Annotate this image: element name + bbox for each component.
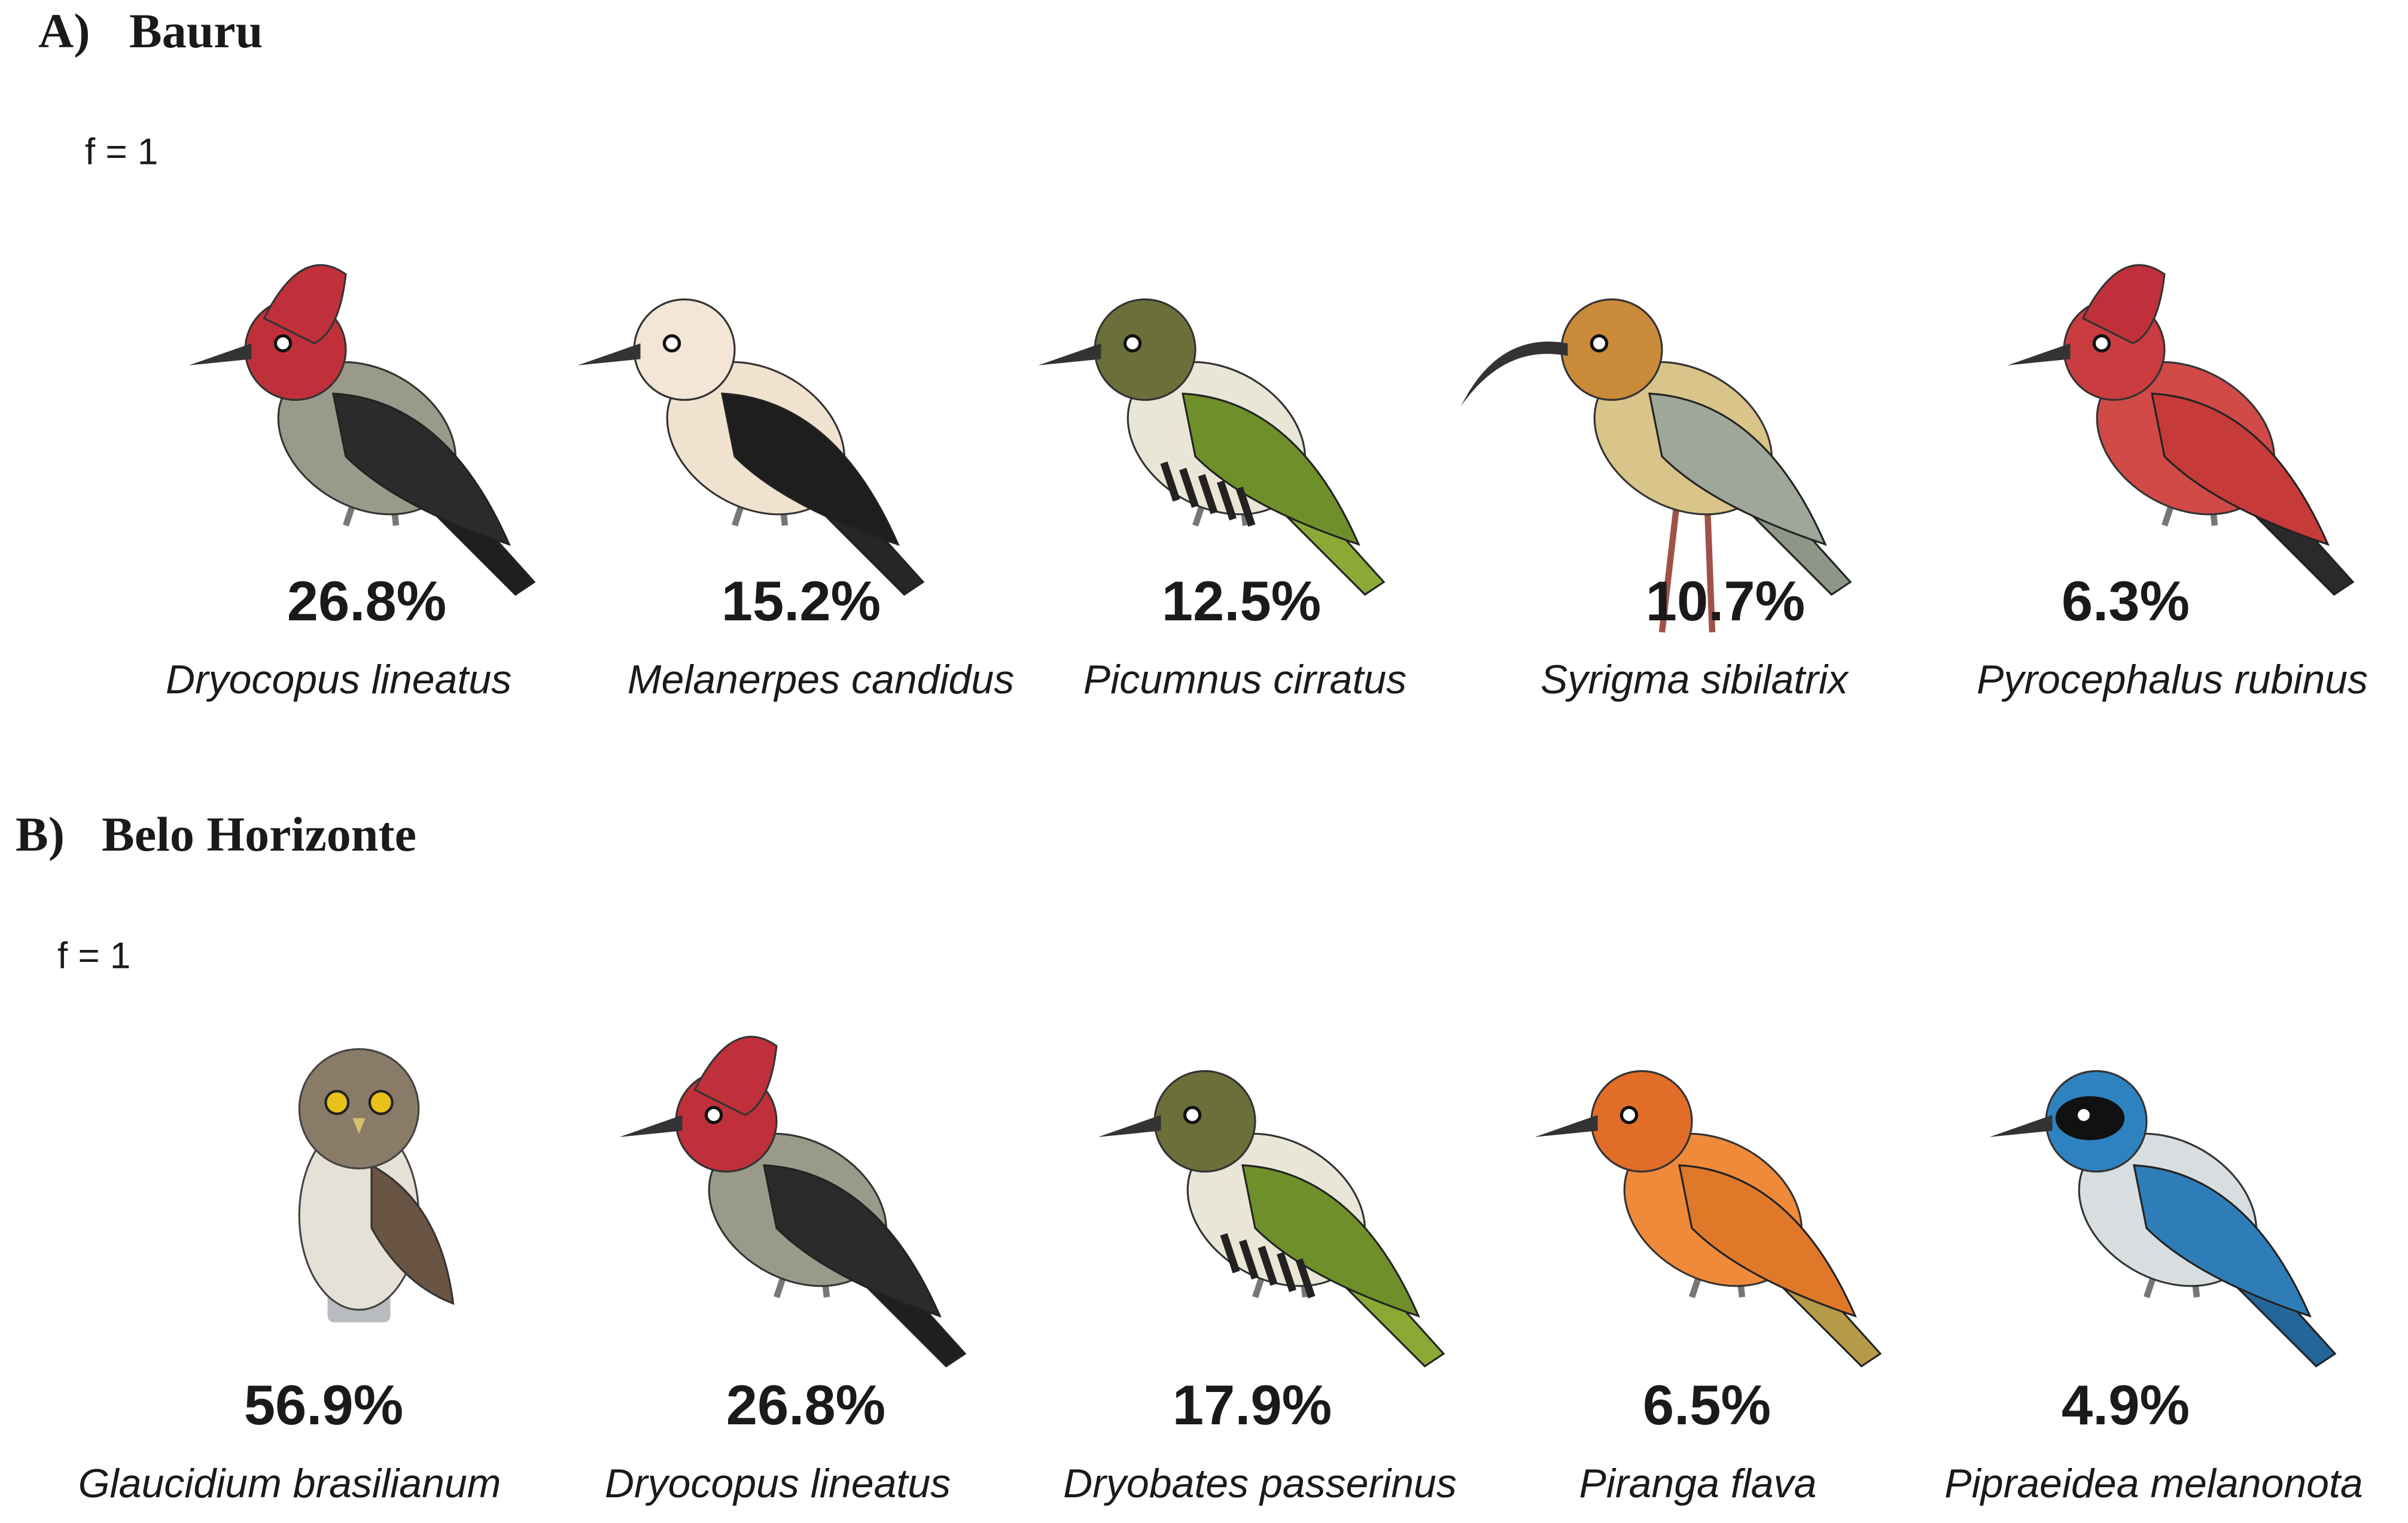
bird-crest <box>693 1035 778 1116</box>
bird-stripe <box>1258 1245 1278 1286</box>
bird-beak <box>188 343 252 365</box>
percent-label: 10.7% <box>1646 569 1806 632</box>
species-name: Dryobates passerinus <box>1063 1461 1457 1506</box>
bird-illustration <box>1461 298 1852 633</box>
species-name: Piranga flava <box>1579 1461 1817 1506</box>
bird-wing <box>1182 392 1360 546</box>
bird-illustration <box>298 1048 455 1323</box>
bird-illustration <box>577 298 925 596</box>
bird-stripe <box>1239 1239 1259 1280</box>
bird-eye <box>704 1105 723 1125</box>
bird-eye <box>2092 334 2111 353</box>
bird-eye <box>2074 1105 2093 1125</box>
percent-label: 26.8% <box>287 569 447 632</box>
percent-label: 12.5% <box>1162 569 1322 632</box>
bird-stripe <box>1235 486 1256 527</box>
bird-stripe <box>1160 461 1180 502</box>
bird-stripe <box>1198 474 1218 514</box>
bird-beak <box>2007 343 2071 365</box>
bird-eye <box>1590 334 1609 353</box>
bird-eye <box>662 334 681 353</box>
percent-label: 6.5% <box>1643 1373 1771 1436</box>
bird-head <box>1153 1070 1256 1173</box>
species-name: Picumnus cirratus <box>1083 657 1407 702</box>
bird-eye <box>273 334 293 353</box>
bird-illustration <box>1038 298 1386 596</box>
bird-wing <box>370 1163 455 1305</box>
percent-label: 26.8% <box>726 1373 886 1436</box>
panel-title: Bauru <box>129 4 263 58</box>
panel-title: Belo Horizonte <box>102 807 416 861</box>
f-label: f = 1 <box>85 131 158 172</box>
panel-b-header: B) Belo Horizonte f = 1 <box>16 807 416 977</box>
bird-beak <box>619 1115 683 1137</box>
bird-head <box>1560 298 1663 401</box>
bird-beak <box>352 1118 366 1134</box>
bird-illustration <box>1098 1070 1445 1368</box>
bird-wing <box>1241 1164 1420 1318</box>
bird-stripe <box>1295 1258 1316 1299</box>
bird-stripe <box>1217 480 1237 520</box>
bird-wing <box>721 392 900 546</box>
bird-beak <box>577 343 641 365</box>
bird-head <box>298 1048 420 1169</box>
bird-stripe <box>1277 1252 1296 1292</box>
bird-wing <box>1678 1164 1857 1318</box>
bird-illustration <box>2007 264 2355 596</box>
bird-beak <box>1989 1115 2053 1137</box>
species-name: Pipraeidea melanonota <box>1944 1461 2363 1506</box>
f-label: f = 1 <box>57 935 130 976</box>
percent-label: 4.9% <box>2062 1373 2190 1436</box>
bird-eye <box>368 1090 394 1116</box>
bird-illustration <box>188 264 536 596</box>
bird-beak <box>1038 343 1101 365</box>
panel-label: A) <box>38 4 90 58</box>
bird-wing <box>763 1164 942 1318</box>
species-name: Dryocopus lineatus <box>166 657 512 702</box>
species-name: Melanerpes candidus <box>628 657 1014 702</box>
bird-wing <box>1648 392 1827 546</box>
bird-illustration <box>1535 1070 1882 1368</box>
species-name: Glaucidium brasilianum <box>78 1461 501 1506</box>
bird-illustration <box>1989 1070 2337 1368</box>
panel-a-header: A) Bauru f = 1 <box>38 4 263 173</box>
percent-label: 6.3% <box>2062 569 2190 632</box>
bird-crest <box>2081 264 2166 345</box>
panel-label: B) <box>16 807 65 861</box>
bird-eye <box>324 1090 350 1116</box>
species-name: Syrigma sibilatrix <box>1541 657 1849 702</box>
bird-beak <box>1461 342 1568 406</box>
bird-head <box>1590 1070 1693 1173</box>
bird-beak <box>1098 1115 1161 1137</box>
bird-wing <box>2133 1164 2312 1318</box>
bird-head <box>633 298 736 401</box>
percent-label: 56.9% <box>244 1373 404 1436</box>
bird-head <box>1094 298 1197 401</box>
percent-label: 17.9% <box>1173 1373 1332 1436</box>
bird-wing <box>332 392 511 546</box>
bird-stripe <box>1220 1233 1240 1274</box>
bird-crest <box>263 264 347 345</box>
bird-beak <box>1535 1115 1598 1137</box>
bird-stripe <box>1179 468 1199 508</box>
species-name: Dryocopus lineatus <box>605 1461 951 1506</box>
bird-eye <box>1123 334 1142 353</box>
bird-eye <box>1619 1105 1639 1125</box>
bird-eye <box>1183 1105 1202 1125</box>
bird-illustration <box>619 1035 967 1368</box>
species-name: Pyrocephalus rubinus <box>1977 657 2368 702</box>
percent-label: 15.2% <box>722 569 881 632</box>
bird-wing <box>2151 392 2330 546</box>
